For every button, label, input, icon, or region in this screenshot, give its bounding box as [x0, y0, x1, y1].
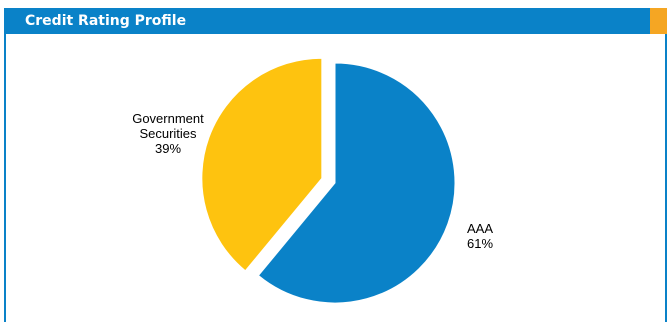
panel-frame	[4, 8, 667, 322]
panel-title: Credit Rating Profile	[4, 8, 650, 34]
pie-slice-0	[257, 62, 456, 304]
header-accent	[650, 8, 667, 34]
slice-label-0: AAA 61%	[467, 221, 493, 251]
slice-label-1: Government Securities 39%	[132, 111, 204, 156]
pie-slice-1	[201, 57, 323, 272]
